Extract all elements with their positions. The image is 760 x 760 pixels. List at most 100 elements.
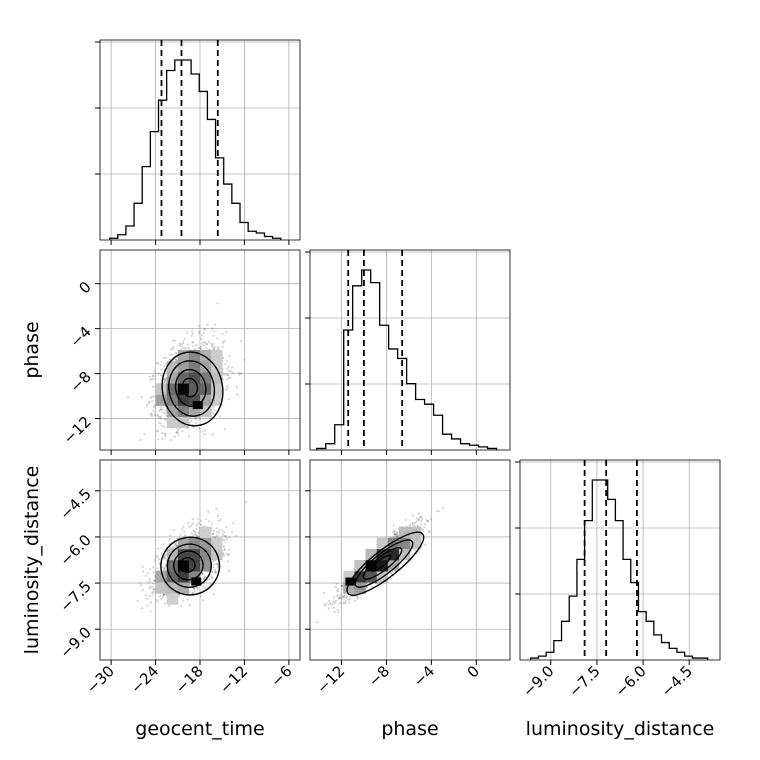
- histogram-phase: [316, 269, 498, 450]
- sample-point: [226, 374, 229, 377]
- sample-point: [392, 524, 395, 527]
- sample-point: [394, 533, 397, 536]
- sample-point: [239, 340, 243, 343]
- density-cell: [155, 383, 167, 395]
- sample-point: [192, 587, 195, 590]
- sample-point: [227, 369, 231, 372]
- density-cell: [166, 383, 179, 395]
- density-cell: [200, 548, 212, 561]
- sample-point: [156, 567, 159, 570]
- sample-point: [186, 598, 190, 601]
- sample-point: [333, 602, 336, 605]
- sample-point: [210, 345, 213, 348]
- sample-point: [148, 401, 151, 405]
- sample-point: [150, 412, 153, 415]
- sample-point: [213, 330, 216, 333]
- sample-point: [191, 345, 195, 348]
- density-cell: [211, 372, 223, 384]
- density-cell: [166, 560, 179, 572]
- sample-point: [141, 588, 144, 592]
- grid-lines: [520, 460, 720, 660]
- density-cell: [177, 372, 190, 384]
- density-cell: [177, 405, 190, 417]
- density-cell: [177, 350, 190, 362]
- sample-point: [192, 533, 195, 537]
- sample-point: [228, 569, 231, 572]
- sample-point: [214, 570, 217, 573]
- sample-point: [160, 368, 163, 371]
- sample-point: [153, 588, 156, 591]
- sample-point: [177, 595, 180, 599]
- sample-point: [194, 589, 197, 592]
- sample-point: [243, 358, 246, 361]
- sample-point: [145, 574, 148, 577]
- grid-lines: [310, 250, 510, 450]
- sample-point: [201, 430, 204, 433]
- sample-point: [202, 577, 205, 581]
- density-cell: [177, 361, 190, 373]
- sample-point: [437, 510, 441, 513]
- sample-point: [146, 604, 149, 608]
- sample-point: [216, 302, 219, 305]
- sample-point: [223, 554, 226, 557]
- sample-point: [148, 568, 151, 571]
- sample-point: [177, 593, 181, 596]
- sample-point: [415, 517, 418, 520]
- sample-point: [152, 566, 155, 569]
- sample-point: [442, 506, 445, 509]
- sample-point: [396, 533, 399, 536]
- sample-point: [162, 556, 166, 559]
- sample-point: [162, 593, 165, 596]
- sample-point: [348, 601, 351, 604]
- sample-point: [156, 413, 159, 417]
- sample-point: [155, 554, 159, 557]
- sample-point: [198, 325, 201, 328]
- sample-point: [173, 339, 176, 342]
- sample-point: [224, 373, 227, 376]
- sample-point: [199, 523, 203, 526]
- density-cell: [177, 548, 190, 561]
- sample-point: [419, 515, 422, 518]
- sample-point: [146, 581, 149, 584]
- sample-point: [178, 342, 182, 345]
- sample-point: [221, 341, 225, 344]
- sample-point: [215, 527, 218, 530]
- sample-point: [149, 610, 152, 613]
- sample-point: [142, 570, 145, 573]
- sample-point: [394, 532, 397, 535]
- sample-point: [216, 563, 219, 566]
- sample-point: [149, 378, 152, 382]
- sample-point: [210, 522, 214, 525]
- sample-point: [204, 586, 207, 590]
- sample-point: [192, 426, 195, 429]
- sample-point: [156, 362, 160, 365]
- sample-point: [190, 532, 193, 535]
- sample-point: [391, 571, 394, 574]
- sample-point: [328, 603, 331, 606]
- density-cell: [155, 571, 167, 583]
- density-cell: [155, 582, 167, 594]
- sample-point: [196, 517, 200, 521]
- sample-point: [199, 417, 202, 420]
- sample-point: [163, 555, 166, 558]
- sample-point: [164, 377, 168, 380]
- sample-point: [152, 385, 155, 388]
- sample-point: [335, 582, 338, 585]
- sample-point: [173, 543, 177, 546]
- sample-point: [172, 545, 175, 549]
- sample-point: [149, 585, 152, 588]
- sample-point: [354, 599, 357, 602]
- density-cell: [166, 571, 179, 583]
- sample-point: [156, 547, 160, 550]
- sample-point: [244, 501, 247, 504]
- sample-point: [159, 374, 162, 377]
- sample-point: [148, 577, 151, 581]
- sample-point: [183, 337, 186, 340]
- sample-point: [180, 345, 183, 348]
- sample-point: [213, 408, 216, 412]
- sample-point: [187, 346, 190, 349]
- density-cell: [200, 361, 212, 373]
- histogram-geocent-time: [108, 59, 282, 240]
- sample-point: [413, 521, 416, 525]
